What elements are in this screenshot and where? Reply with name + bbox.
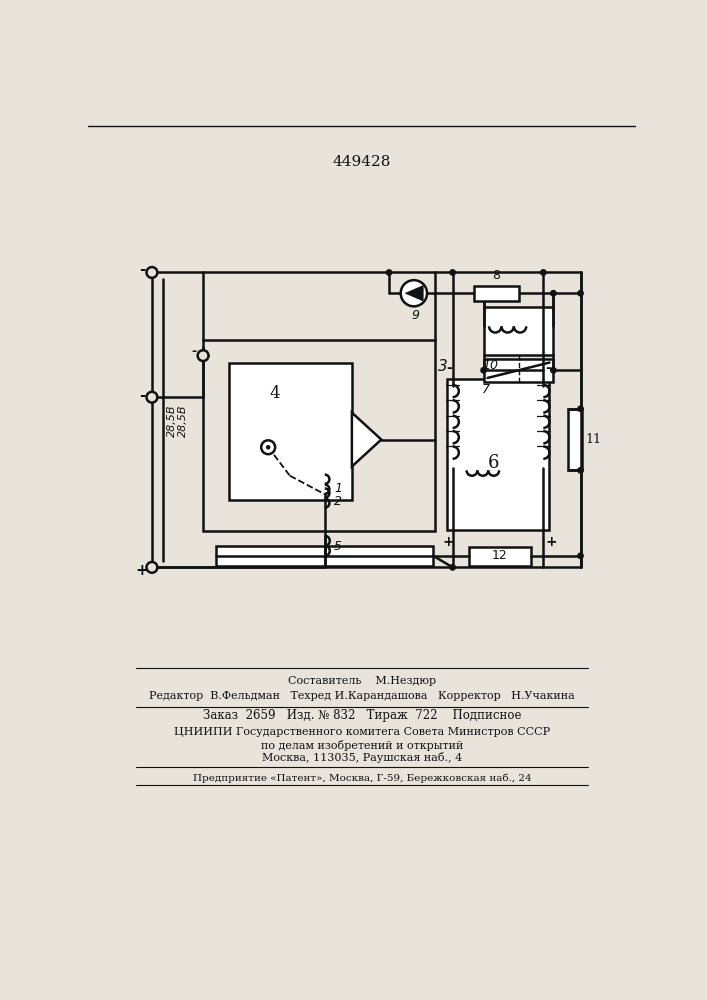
Circle shape <box>146 392 158 403</box>
Text: +: + <box>443 535 455 549</box>
Circle shape <box>261 440 275 454</box>
Text: 12: 12 <box>491 549 507 562</box>
Circle shape <box>578 406 583 411</box>
Text: 11: 11 <box>585 433 601 446</box>
Bar <box>230 363 352 500</box>
Text: +: + <box>546 535 557 549</box>
Circle shape <box>450 565 455 570</box>
Circle shape <box>146 562 158 573</box>
Text: ЦНИИПИ Государственного комитега Совета Министров СССР: ЦНИИПИ Государственного комитега Совета … <box>174 727 550 737</box>
Text: 4: 4 <box>269 385 280 402</box>
Text: по делам изобретений и открытий: по делам изобретений и открытий <box>261 740 463 751</box>
Bar <box>484 359 554 382</box>
Text: Предприятие «Патент», Москва, Г-59, Бережковская наб., 24: Предприятие «Патент», Москва, Г-59, Бере… <box>192 774 531 783</box>
Text: -: - <box>446 361 452 375</box>
Text: 8: 8 <box>492 269 500 282</box>
Text: -: - <box>546 361 551 375</box>
Text: 10: 10 <box>482 359 498 372</box>
Bar <box>216 546 433 566</box>
Text: -: - <box>139 262 145 277</box>
Circle shape <box>551 368 556 373</box>
Circle shape <box>481 368 486 373</box>
Text: -: - <box>139 388 145 403</box>
Text: Москва, 113035, Раушская наб., 4: Москва, 113035, Раушская наб., 4 <box>262 752 462 763</box>
Circle shape <box>578 553 583 559</box>
Text: Редактор  В.Фельдман   Техред И.Карандашова   Корректор   Н.Учакина: Редактор В.Фельдман Техред И.Карандашова… <box>149 691 575 701</box>
Polygon shape <box>352 413 381 466</box>
Circle shape <box>578 468 583 473</box>
Text: +: + <box>136 563 148 578</box>
Text: 28,5B: 28,5B <box>178 404 188 437</box>
Text: 5: 5 <box>334 540 342 553</box>
Circle shape <box>450 270 455 275</box>
Text: 2: 2 <box>334 495 342 508</box>
Circle shape <box>401 280 427 306</box>
Circle shape <box>146 267 158 278</box>
Text: -: - <box>191 344 197 358</box>
Text: Составитель    М.Нездюр: Составитель М.Нездюр <box>288 676 436 686</box>
Text: 7: 7 <box>482 383 490 396</box>
Bar <box>469 547 531 566</box>
Text: 28,5B: 28,5B <box>167 404 177 437</box>
Circle shape <box>578 291 583 296</box>
Text: Заказ  2659   Изд. № 832   Тираж  722    Подписное: Заказ 2659 Изд. № 832 Тираж 722 Подписно… <box>203 709 521 722</box>
Text: 6: 6 <box>488 454 499 472</box>
Text: 3: 3 <box>438 359 448 374</box>
Text: 449428: 449428 <box>333 155 391 169</box>
Bar <box>448 379 549 530</box>
Polygon shape <box>405 286 423 301</box>
Circle shape <box>386 270 392 275</box>
Circle shape <box>541 270 546 275</box>
Text: 9: 9 <box>411 309 419 322</box>
Bar <box>568 409 582 470</box>
Bar <box>474 286 518 301</box>
Circle shape <box>551 291 556 296</box>
Text: 1: 1 <box>334 482 342 495</box>
Bar <box>484 307 554 355</box>
Circle shape <box>198 350 209 361</box>
Bar <box>203 340 435 531</box>
Circle shape <box>267 446 270 449</box>
